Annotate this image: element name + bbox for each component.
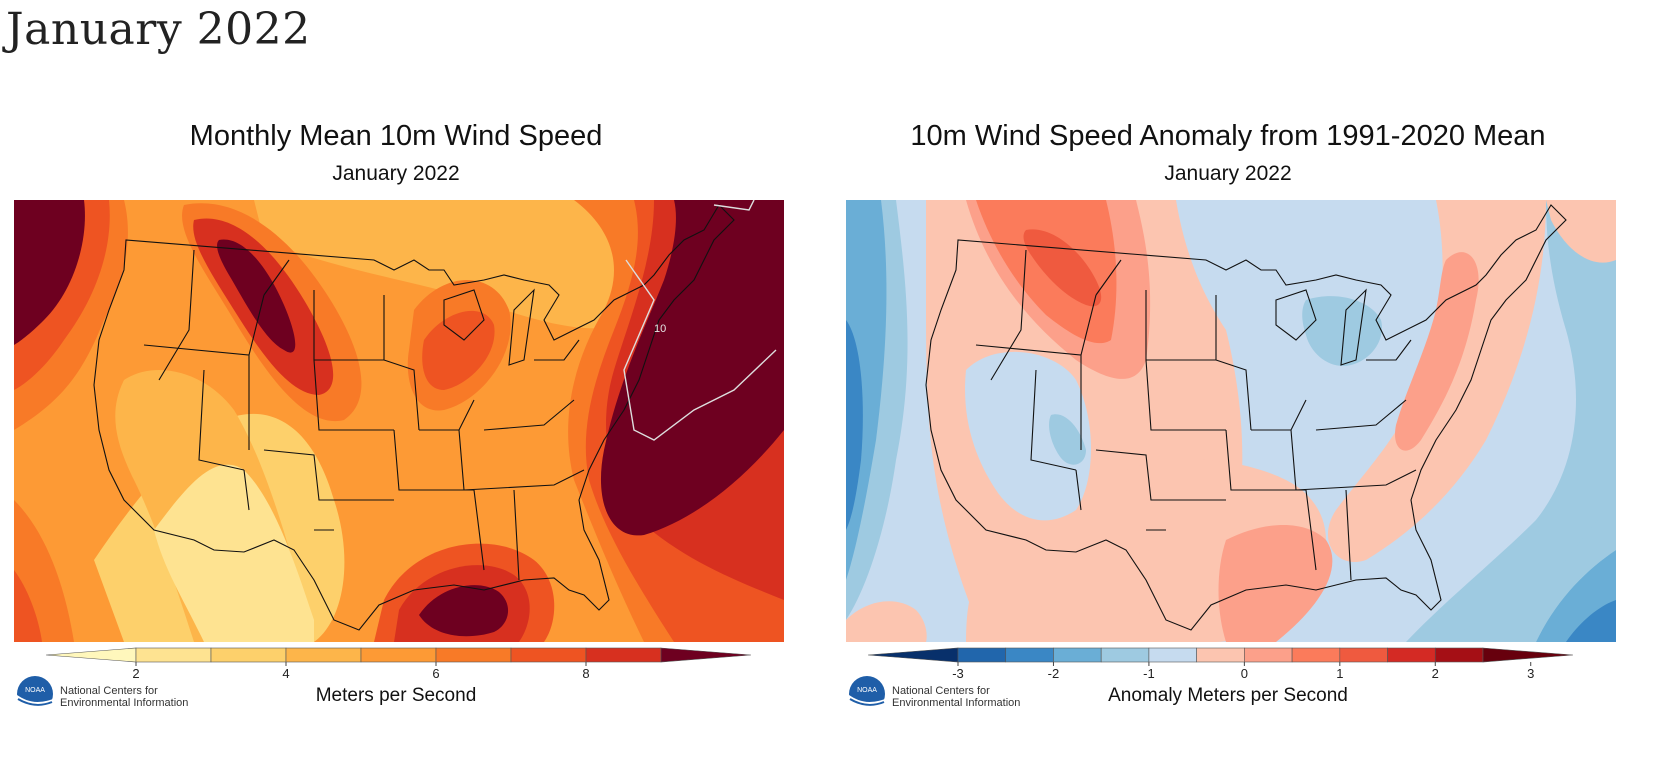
colorbar-tick-label: 8 [582, 666, 589, 681]
noaa-logo-icon: NOAA [848, 676, 885, 716]
svg-text:NOAA: NOAA [857, 687, 877, 694]
colorbar-segment [1434, 647, 1484, 663]
colorbar-segment [210, 647, 287, 663]
colorbar-segment [435, 647, 512, 663]
colorbar-segment [1100, 647, 1150, 663]
colorbar-right-arrow [660, 647, 752, 663]
colorbar-segment [957, 647, 1007, 663]
colorbar-tick-label: 2 [1432, 666, 1439, 681]
svg-text:NOAA: NOAA [25, 687, 45, 694]
colorbar-segment [1291, 647, 1341, 663]
wind-anomaly-map [846, 200, 1616, 642]
colorbar-segment [360, 647, 437, 663]
ncei-logo: NOAA National Centers for Environmental … [16, 675, 216, 725]
contour-line [623, 200, 777, 441]
colorbar-segment [1148, 647, 1197, 663]
colorbar-segment [135, 647, 212, 663]
logo-line-2: Environmental Information [892, 697, 1021, 709]
noaa-logo-icon: NOAA [16, 676, 53, 716]
map-title: Monthly Mean 10m Wind Speed [189, 120, 603, 152]
colorbar-tick-label: 1 [1336, 666, 1343, 681]
colorbar-tick-label: 4 [282, 666, 289, 681]
colorbar-tick-label: 3 [1527, 666, 1534, 681]
colorbar-segment [1244, 647, 1293, 663]
colorbar-units: Anomaly Meters per Second [1108, 685, 1348, 706]
wind-speed-map: 10 [14, 200, 784, 642]
colorbar-segment [1387, 647, 1436, 663]
map-subtitle: January 2022 [332, 162, 460, 185]
map-title: 10m Wind Speed Anomaly from 1991-2020 Me… [910, 120, 1546, 152]
contour-label: 10 [654, 323, 666, 335]
page-title: January 2022 [6, 4, 311, 55]
colorbar-segment [285, 647, 362, 663]
colorbar-right-arrow [1482, 647, 1574, 663]
colorbar-tick-label: 2 [132, 666, 139, 681]
colorbar-tick-label: 6 [432, 666, 439, 681]
colorbar-left-arrow [45, 647, 137, 663]
colorbar-tick-label: 0 [1241, 666, 1248, 681]
colorbar-segment [510, 647, 587, 663]
colorbar-segment [585, 647, 662, 663]
map-subtitle: January 2022 [1164, 162, 1292, 185]
colorbar-tick-label: -2 [1048, 666, 1060, 681]
wind-anomaly-map-panel: 10m Wind Speed Anomaly from 1991-2020 Me… [838, 110, 1618, 760]
state-boundaries [925, 204, 1567, 631]
ncei-logo: NOAA National Centers for Environmental … [848, 675, 1048, 725]
logo-line-2: Environmental Information [60, 697, 189, 709]
colorbar: 2 4 6 8 [45, 647, 752, 681]
colorbar-segment [1005, 647, 1054, 663]
logo-line-1: National Centers for [892, 685, 990, 697]
wind-speed-map-panel: Monthly Mean 10m Wind Speed January 2022 [6, 110, 786, 760]
colorbar-tick-label: -1 [1143, 666, 1155, 681]
colorbar-segment [1196, 647, 1245, 663]
state-boundaries [93, 204, 735, 631]
logo-line-1: National Centers for [60, 685, 158, 697]
colorbar-segment [1339, 647, 1388, 663]
colorbar-units: Meters per Second [315, 685, 477, 706]
colorbar-tick-label: -3 [952, 666, 964, 681]
colorbar-segment [1053, 647, 1102, 663]
colorbar-left-arrow [867, 647, 959, 663]
colorbar: -3 -2 -1 0 1 2 3 [867, 647, 1574, 681]
